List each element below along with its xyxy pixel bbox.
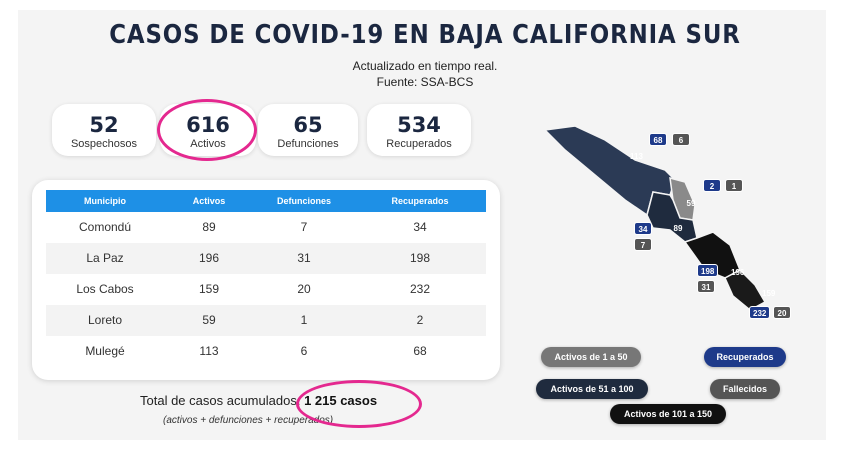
map-svg	[543, 125, 767, 311]
cell-activos: 159	[198, 282, 220, 296]
badge-comondu-recuperados: 34	[634, 222, 652, 235]
cell-recuperados: 198	[409, 251, 431, 265]
cell-recuperados: 2	[416, 313, 424, 327]
badge-comondu-defunciones: 7	[634, 238, 652, 251]
stat-label: Sospechosos	[70, 138, 138, 150]
label-mulege-activos: 113	[630, 152, 643, 161]
baja-california-sur-map: 68 6 113 2 1 59 34 7 89 198 31 196 232 2…	[535, 120, 805, 320]
column-header-defunciones: Defunciones	[276, 196, 331, 206]
subtitle: Actualizado en tiempo real. Fuente: SSA-…	[0, 58, 850, 90]
badge-lapaz-defunciones: 31	[697, 280, 715, 293]
cell-defunciones: 31	[297, 251, 311, 265]
highlight-ring-total	[296, 380, 422, 428]
cell-municipio: Loreto	[87, 313, 123, 327]
cell-activos: 89	[202, 220, 216, 234]
badge-loscabos-recuperados: 232	[749, 306, 771, 319]
legend-recuperados: Recuperados	[704, 347, 786, 367]
cell-municipio: Comondú	[78, 220, 132, 234]
stat-label: Recuperados	[386, 138, 452, 150]
source-text: Fuente: SSA-BCS	[376, 75, 474, 89]
stat-card-defunciones: 65 Defunciones	[258, 104, 358, 156]
cell-recuperados: 34	[413, 220, 427, 234]
badge-loreto-defunciones: 1	[725, 179, 743, 192]
table-header: Municipio Activos Defunciones Recuperado…	[46, 190, 486, 212]
legend-range-101-150: Activos de 101 a 150	[610, 404, 726, 424]
legend-range-1-50: Activos de 1 a 50	[541, 347, 641, 367]
cell-defunciones: 1	[300, 313, 308, 327]
stat-value: 534	[397, 113, 441, 137]
total-note: (activos + defunciones + recuperados)	[163, 415, 334, 426]
cell-defunciones: 20	[297, 282, 311, 296]
legend-fallecidos: Fallecidos	[710, 379, 780, 399]
badge-loscabos-defunciones: 20	[773, 306, 791, 319]
stat-label: Defunciones	[277, 138, 339, 150]
cell-activos: 196	[198, 251, 220, 265]
total-label: Total de casos acumulados:	[140, 393, 301, 408]
municipios-table-card: Municipio Activos Defunciones Recuperado…	[32, 180, 500, 380]
table-row: Loreto 59 1 2	[46, 305, 486, 336]
table-row: La Paz 196 31 198	[46, 243, 486, 274]
stat-value: 52	[89, 113, 119, 137]
page-title: CASOS DE COVID-19 EN BAJA CALIFORNIA SUR	[109, 20, 741, 50]
cell-defunciones: 6	[300, 344, 308, 358]
cell-recuperados: 232	[409, 282, 431, 296]
label-loreto-activos: 59	[686, 199, 696, 208]
updated-text: Actualizado en tiempo real.	[352, 59, 498, 73]
map-region-loscabos	[724, 269, 767, 311]
cell-activos: 59	[202, 313, 216, 327]
column-header-recuperados: Recuperados	[391, 196, 449, 206]
badge-mulege-defunciones: 6	[672, 133, 690, 146]
stat-value: 65	[293, 113, 323, 137]
table-row: Mulegé 113 6 68	[46, 336, 486, 367]
badge-lapaz-recuperados: 198	[697, 264, 719, 277]
label-comondu-activos: 89	[673, 224, 683, 233]
legend-range-51-100: Activos de 51 a 100	[536, 379, 648, 399]
cell-municipio: La Paz	[86, 251, 124, 265]
badge-mulege-recuperados: 68	[649, 133, 667, 146]
table-row: Los Cabos 159 20 232	[46, 274, 486, 305]
cell-defunciones: 7	[300, 220, 308, 234]
cell-recuperados: 68	[413, 344, 427, 358]
stat-card-sospechosos: 52 Sospechosos	[52, 104, 156, 156]
column-header-activos: Activos	[192, 196, 226, 206]
label-loscabos-activos: 159	[762, 289, 776, 298]
map-region-comondu	[646, 191, 698, 243]
highlight-ring-activos	[157, 99, 257, 161]
label-lapaz-activos: 196	[731, 268, 745, 277]
cell-municipio: Mulegé	[85, 344, 125, 358]
column-header-municipio: Municipio	[84, 196, 126, 206]
stat-card-recuperados: 534 Recuperados	[367, 104, 471, 156]
cell-activos: 113	[199, 344, 219, 358]
badge-loreto-recuperados: 2	[703, 179, 721, 192]
cell-municipio: Los Cabos	[76, 282, 134, 296]
table-row: Comondú 89 7 34	[46, 212, 486, 243]
